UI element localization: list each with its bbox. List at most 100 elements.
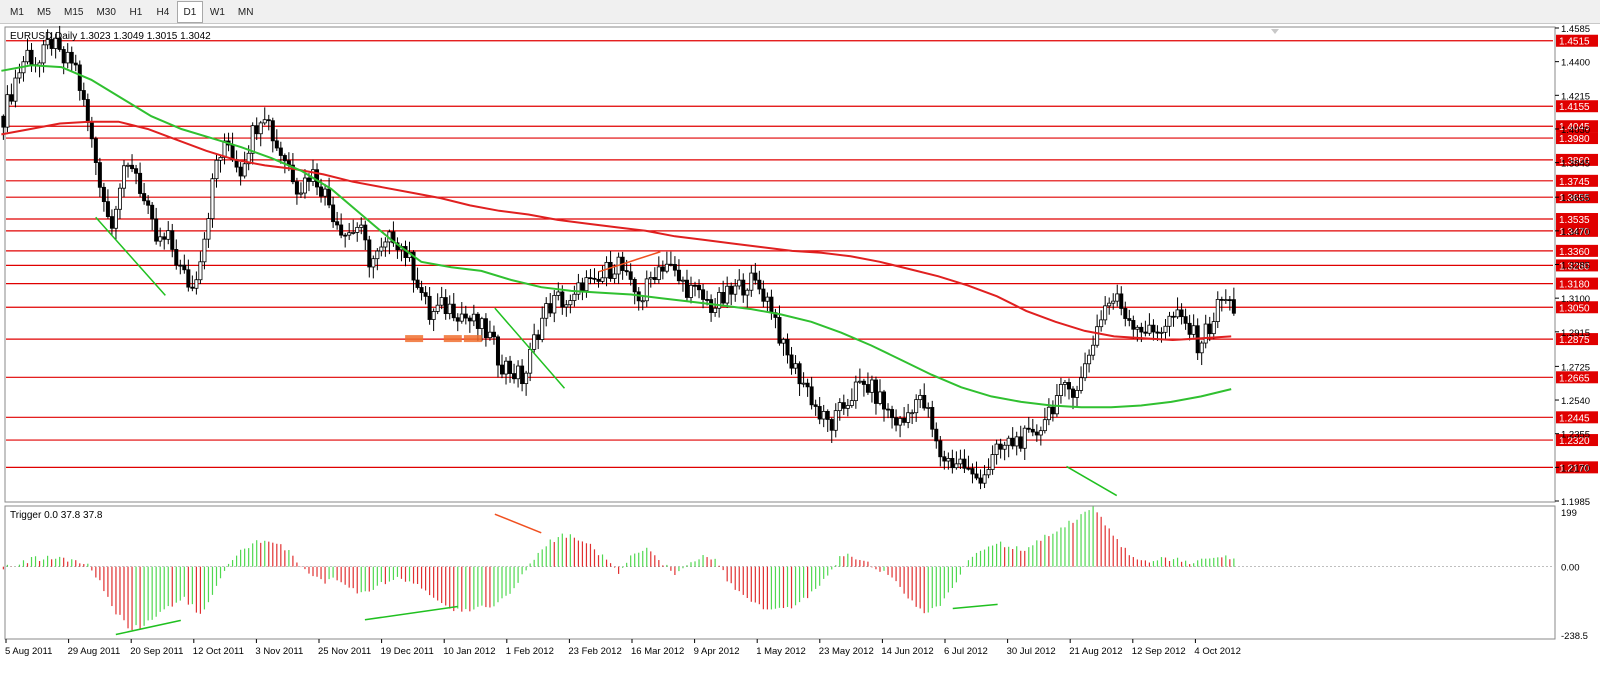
timeframe-h1-button[interactable]: H1 [129,6,143,18]
level-label: 1.3535 [1559,215,1590,226]
candle-body [1115,293,1120,302]
timeframe-m30-button[interactable]: M30 [96,6,116,18]
candle-body [1030,428,1035,433]
level-label-bg [1556,224,1598,237]
candle-body [688,284,693,298]
candle-body [130,164,135,170]
ma-fast-line [1,64,1232,409]
candle-body [202,238,207,263]
candle-body [809,386,814,406]
indicator-trendline[interactable] [115,619,181,636]
candle-body [166,230,171,240]
indicator-trendline[interactable] [364,605,458,621]
timeframe-w1-button[interactable]: W1 [209,6,225,18]
indicator-tick-label: -238.5 [1561,631,1588,642]
candle-body [660,266,665,272]
candle-body [415,279,420,288]
candle-body [93,138,98,163]
candle-body [294,181,299,195]
candle-body [1199,342,1204,354]
candle-body [411,251,416,281]
candle-body [576,282,581,295]
time-tick-label: 14 Jun 2012 [881,646,933,657]
level-label: 1.2170 [1559,463,1590,474]
candle-body [1071,388,1076,398]
candle-body [918,394,923,401]
candle-body [672,264,677,271]
level-label-bg [1556,371,1598,384]
candle-body [986,469,991,476]
candle-body [278,147,283,156]
candle-body [1066,382,1071,390]
level-label: 1.3470 [1559,227,1590,238]
candle-body [544,303,549,319]
candle-body [805,382,810,388]
level-label: 1.4045 [1559,122,1590,133]
level-label: 1.3655 [1559,193,1590,204]
price-tick-label: 1.2725 [1561,362,1590,373]
candle-body [769,296,774,314]
trendline[interactable] [494,307,566,389]
candle-body [741,279,746,296]
candle-body [463,313,468,319]
marker-box [463,335,482,343]
time-tick-label: 25 Nov 2011 [318,646,371,657]
candle-body [13,77,18,102]
indicator-trendline[interactable] [952,603,998,610]
candle-body [950,458,955,469]
candle-body [65,51,70,64]
candle-body [753,272,758,281]
timeframe-m15-button[interactable]: M15 [64,6,84,18]
candle-body [1002,444,1007,450]
timeframe-h4-button[interactable]: H4 [156,6,170,18]
trendline[interactable] [95,216,166,296]
candle-body [886,408,891,411]
candle-body [1010,437,1015,447]
trendline[interactable] [1066,465,1118,497]
candle-body [1231,299,1236,314]
candle-body [584,277,589,292]
candle-body [652,277,657,280]
candle-body [331,204,336,223]
timeframe-d1-button[interactable]: D1 [176,1,203,23]
price-tick-label: 1.4215 [1561,91,1590,102]
candle-body [1175,309,1180,318]
candle-body [190,286,195,289]
time-tick-label: 21 Aug 2012 [1069,646,1122,657]
time-tick-label: 16 Mar 2012 [631,646,684,657]
candle-body [1131,320,1136,330]
price-tick-label: 1.4585 [1561,24,1590,35]
indicator-frame [4,505,1556,640]
indicator-trendline[interactable] [494,513,542,534]
candle-body [592,277,597,280]
candle-body [556,291,561,296]
candle-body [367,239,372,268]
candle-body [942,456,947,462]
candle-body [262,119,267,124]
marker-box [405,335,424,343]
candle-body [435,304,440,312]
candle-body [512,373,517,380]
candle-body [471,313,476,322]
timeframe-mn-button[interactable]: MN [237,6,254,18]
trendline[interactable] [598,251,661,273]
timeframe-m1-button[interactable]: M1 [10,6,24,18]
candle-body [491,331,496,338]
candle-body [1135,326,1140,330]
candle-body [656,266,661,280]
candle-body [869,379,874,393]
candle-body [717,291,722,309]
chart-background [0,24,1600,673]
candle-body [1046,406,1051,421]
timeframe-m5-button[interactable]: M5 [37,6,51,18]
candle-body [138,172,143,194]
candle-body [359,224,364,228]
candle-body [938,440,943,458]
candle-body [475,313,480,329]
candle-body [1159,331,1164,334]
candle-body [1079,377,1084,391]
level-label: 1.2445 [1559,413,1590,424]
candle-body [250,125,255,154]
candle-body [588,277,593,280]
